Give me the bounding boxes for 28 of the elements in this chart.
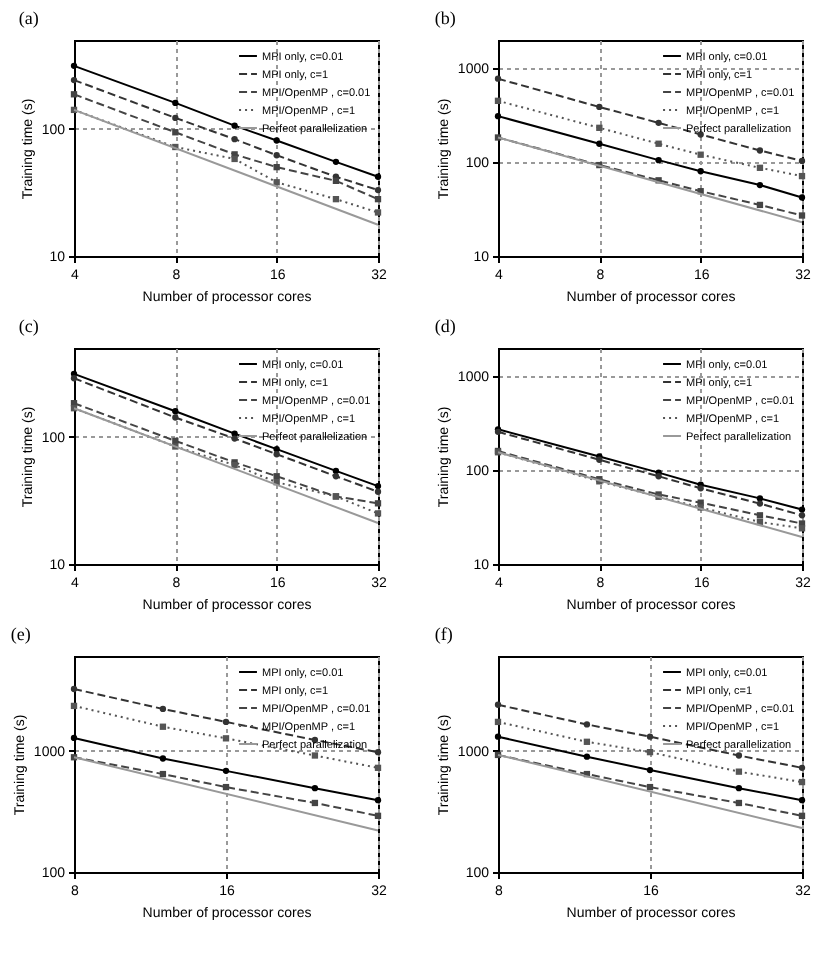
point (374, 812, 382, 819)
point (222, 735, 230, 742)
point (798, 764, 806, 772)
point (70, 702, 78, 710)
point (646, 748, 654, 756)
chart-title: (e) (10, 624, 31, 644)
point (222, 767, 230, 775)
point (646, 766, 654, 774)
point (374, 748, 382, 756)
chart-title: (f) (434, 624, 453, 644)
point (70, 734, 78, 742)
point (798, 812, 806, 819)
chart-title: (c) (18, 316, 39, 336)
point (494, 701, 502, 708)
point (374, 764, 382, 772)
point (222, 718, 230, 726)
point (374, 797, 382, 804)
point (798, 797, 806, 804)
chart-title: (d) (434, 316, 456, 336)
point (646, 733, 654, 740)
point (222, 783, 230, 791)
point (646, 783, 654, 791)
chart-title: (a) (18, 8, 39, 28)
point (798, 778, 806, 786)
point (70, 685, 78, 693)
point (494, 718, 502, 726)
point (494, 733, 502, 740)
chart-title: (b) (434, 8, 456, 28)
